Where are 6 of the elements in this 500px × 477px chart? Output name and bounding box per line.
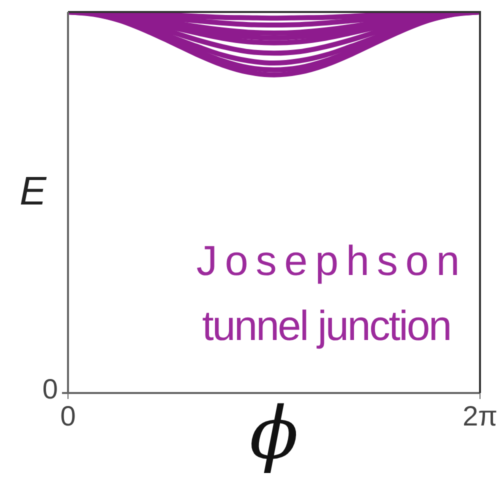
- text: 0: [42, 374, 58, 405]
- annotation: Josephson: [196, 237, 468, 284]
- x-axis-title: ϕ: [249, 391, 299, 475]
- x-tick-label: 2π: [462, 400, 498, 432]
- y-axis-title: E: [20, 170, 48, 214]
- annotation: tunnel junction: [202, 302, 450, 349]
